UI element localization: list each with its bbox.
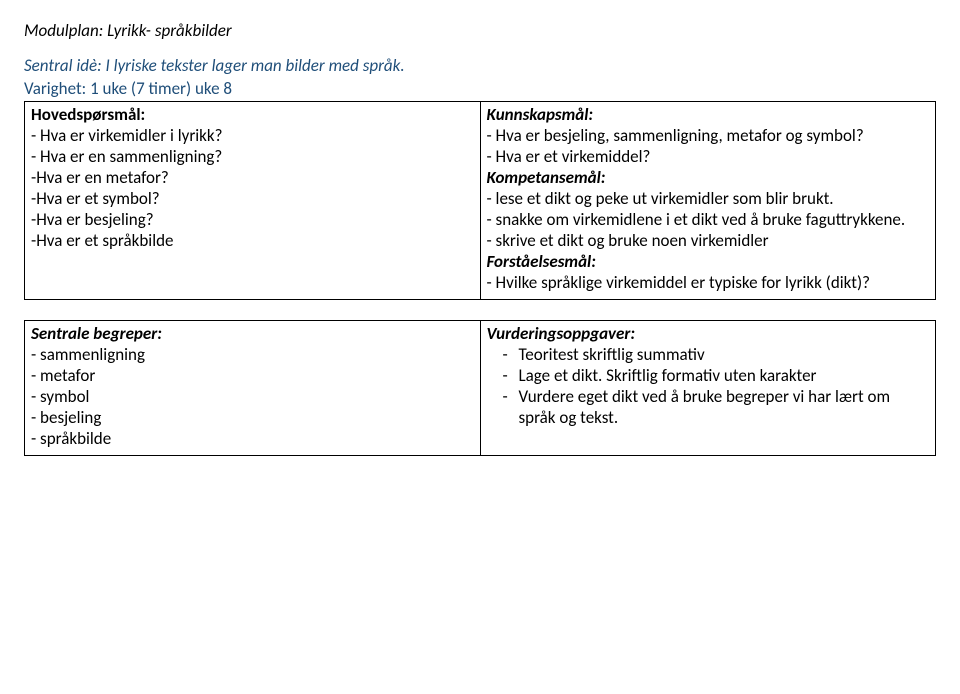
assessment-list: Teoritest skriftlig summativLage et dikt… (487, 344, 930, 428)
central-idea: Sentral idè: I lyriske tekster lager man… (24, 55, 936, 76)
list-item: - besjeling (31, 407, 474, 428)
cell-goals: Kunnskapsmål:- Hva er besjeling, sammenl… (480, 102, 936, 300)
key-concepts-list: - sammenligning- metafor- symbol- besjel… (31, 344, 474, 449)
module-title: Modulplan: Lyrikk- språkbilder (24, 20, 936, 41)
list-item: Vurdere eget dikt ved å bruke begreper v… (487, 386, 930, 428)
goal-section-heading: Kunnskapsmål: (487, 104, 930, 125)
list-item: - Hvilke språklige virkemiddel er typisk… (487, 272, 930, 293)
list-item: - snakke om virkemidlene i et dikt ved å… (487, 209, 930, 230)
goal-section-heading: Forståelsesmål: (487, 251, 930, 272)
content-table: Hovedspørsmål: - Hva er virkemidler i ly… (24, 101, 936, 456)
list-item: -Hva er en metafor? (31, 167, 474, 188)
list-item: -Hva er et språkbilde (31, 230, 474, 251)
list-item: - Hva er virkemidler i lyrikk? (31, 125, 474, 146)
list-item: -Hva er besjeling? (31, 209, 474, 230)
key-concepts-heading: Sentrale begreper: (31, 323, 162, 344)
main-questions-list: - Hva er virkemidler i lyrikk?- Hva er e… (31, 125, 474, 251)
list-item: - språkbilde (31, 428, 474, 449)
module-title-text: Lyrikk- språkbilder (107, 20, 232, 41)
duration-label: Varighet: (24, 78, 86, 99)
list-item: Teoritest skriftlig summativ (487, 344, 930, 365)
main-questions-heading: Hovedspørsmål: (31, 104, 145, 125)
central-idea-text: I lyriske tekster lager man bilder med s… (106, 55, 405, 76)
list-item: - metafor (31, 365, 474, 386)
list-item: - Hva er besjeling, sammenligning, metaf… (487, 125, 930, 146)
central-idea-label: Sentral idè: (24, 55, 102, 76)
list-item: - lese et dikt og peke ut virkemidler so… (487, 188, 930, 209)
assessment-heading: Vurderingsoppgaver: (487, 323, 636, 344)
list-item: Lage et dikt. Skriftlig formativ uten ka… (487, 365, 930, 386)
table-row: Sentrale begreper: - sammenligning- meta… (25, 321, 936, 456)
duration: Varighet: 1 uke (7 timer) uke 8 (24, 78, 936, 99)
goal-section-heading: Kompetansemål: (487, 167, 930, 188)
duration-text: 1 uke (7 timer) uke 8 (90, 78, 232, 99)
cell-main-questions: Hovedspørsmål: - Hva er virkemidler i ly… (25, 102, 481, 300)
list-item: -Hva er et symbol? (31, 188, 474, 209)
list-item: - symbol (31, 386, 474, 407)
list-item: - Hva er en sammenligning? (31, 146, 474, 167)
list-item: - skrive et dikt og bruke noen virkemidl… (487, 230, 930, 251)
module-title-label: Modulplan (24, 20, 99, 41)
list-item: - Hva er et virkemiddel? (487, 146, 930, 167)
cell-key-concepts: Sentrale begreper: - sammenligning- meta… (25, 321, 481, 456)
table-row: Hovedspørsmål: - Hva er virkemidler i ly… (25, 102, 936, 300)
cell-assessment: Vurderingsoppgaver: Teoritest skriftlig … (480, 321, 936, 456)
spacer-row (25, 300, 936, 321)
list-item: - sammenligning (31, 344, 474, 365)
